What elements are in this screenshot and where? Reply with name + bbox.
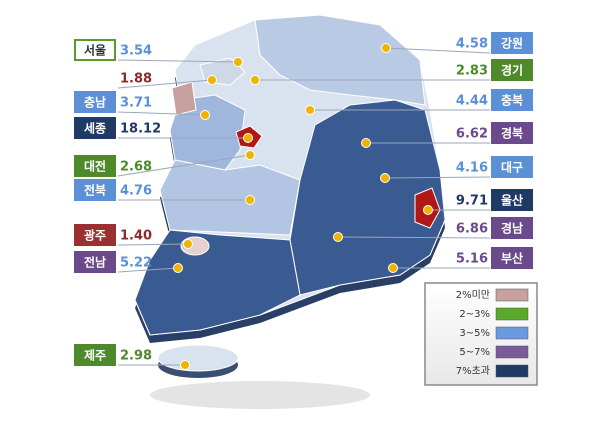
- region-name: 서울: [84, 43, 106, 58]
- name-box: [491, 59, 533, 81]
- name-box: [491, 122, 533, 144]
- leader-line: [385, 47, 491, 54]
- shadow: [150, 381, 370, 409]
- dot: [245, 195, 255, 205]
- region-value: 4.58: [456, 37, 488, 52]
- legend-swatch: [495, 326, 529, 340]
- region-name: 광주: [84, 228, 106, 243]
- region-value: 4.16: [456, 161, 488, 176]
- name-box: [491, 89, 533, 111]
- region-value: 5.22: [120, 256, 152, 271]
- region-jeonbuk: [159, 159, 301, 236]
- region-value: 5.16: [456, 252, 488, 267]
- region-value: 1.40: [120, 229, 152, 244]
- dot: [245, 150, 255, 160]
- region-name: 대전: [84, 159, 106, 174]
- region-name: 울산: [501, 193, 523, 208]
- dot: [180, 360, 190, 370]
- leader-line: [117, 79, 213, 89]
- legend-label: 2%미만: [456, 289, 490, 301]
- leader-line: [117, 59, 239, 63]
- name-box: [491, 156, 533, 178]
- region-name: 강원: [501, 37, 523, 51]
- name-box: [74, 224, 116, 246]
- name-box: [491, 32, 533, 54]
- region-value: 18.12: [120, 122, 161, 137]
- name-box: [74, 117, 116, 139]
- region-name: 경기: [501, 63, 523, 78]
- jeju: [157, 344, 239, 372]
- dot: [381, 43, 391, 53]
- region-value: 9.71: [456, 194, 488, 209]
- region-name: 세종: [84, 121, 106, 136]
- region-name: 충북: [501, 93, 523, 108]
- legend-label: 2~3%: [459, 309, 490, 320]
- name-box: [491, 189, 533, 211]
- region-name: 전북: [84, 183, 106, 198]
- region-value: 1.88: [120, 72, 152, 87]
- name-box: [74, 155, 116, 177]
- region-incheon: [171, 81, 197, 116]
- name-box: [74, 344, 116, 366]
- name-box: [74, 39, 116, 61]
- dot: [243, 133, 253, 143]
- labels: 서울 3.54 1.88 충남 3.71 세종 18.12 대전 2.68 전북 4.76 광주 1.4…: [74, 32, 533, 370]
- region-name: 경남: [501, 221, 523, 236]
- name-box: [74, 179, 116, 201]
- name-box: [74, 91, 116, 113]
- region-value: 4.44: [456, 94, 488, 109]
- leader-line: [117, 267, 179, 273]
- legend-swatch: [495, 364, 529, 378]
- dot: [361, 138, 371, 148]
- region-value: 4.76: [120, 184, 152, 199]
- region-value: 6.86: [456, 222, 488, 237]
- dot: [333, 232, 343, 242]
- dot: [250, 75, 260, 85]
- region-value: 2.83: [456, 64, 488, 79]
- leader-line: [384, 176, 491, 179]
- leader-line: [117, 154, 251, 177]
- dot: [183, 239, 193, 249]
- legend-label: 3~5%: [459, 328, 490, 339]
- legend-swatch: [495, 288, 529, 302]
- map: [134, 14, 446, 409]
- legend-label: 5~7%: [459, 347, 490, 358]
- region-name: 대구: [501, 161, 523, 175]
- region-value: 2.98: [120, 349, 152, 364]
- dot: [423, 205, 433, 215]
- dot: [207, 75, 217, 85]
- region-value: 3.54: [120, 44, 152, 59]
- region-value: 6.62: [456, 127, 488, 142]
- dot: [388, 263, 398, 273]
- region-name: 제주: [84, 349, 106, 363]
- region-value: 2.68: [120, 160, 152, 175]
- leader-line: [117, 243, 189, 246]
- dot: [380, 173, 390, 183]
- dot: [233, 57, 243, 67]
- dot: [200, 110, 210, 120]
- name-box: [74, 251, 116, 273]
- legend-swatch: [495, 307, 529, 321]
- region-name: 부산: [501, 251, 523, 266]
- region-name: 경북: [501, 127, 523, 141]
- legend: 2%미만 2~3% 3~5% 5~7% 7%초과: [424, 282, 538, 386]
- region-name: 전남: [84, 255, 106, 270]
- name-box: [491, 217, 533, 239]
- dot: [305, 105, 315, 115]
- region-jeonnam: [134, 229, 301, 336]
- legend-swatch: [495, 345, 529, 359]
- name-box: [491, 247, 533, 269]
- legend-label: 7%초과: [456, 365, 490, 377]
- region-name: 충남: [84, 95, 106, 110]
- dot: [173, 263, 183, 273]
- region-value: 3.71: [120, 96, 152, 111]
- leader-line: [117, 111, 206, 116]
- leader-line: [337, 236, 491, 239]
